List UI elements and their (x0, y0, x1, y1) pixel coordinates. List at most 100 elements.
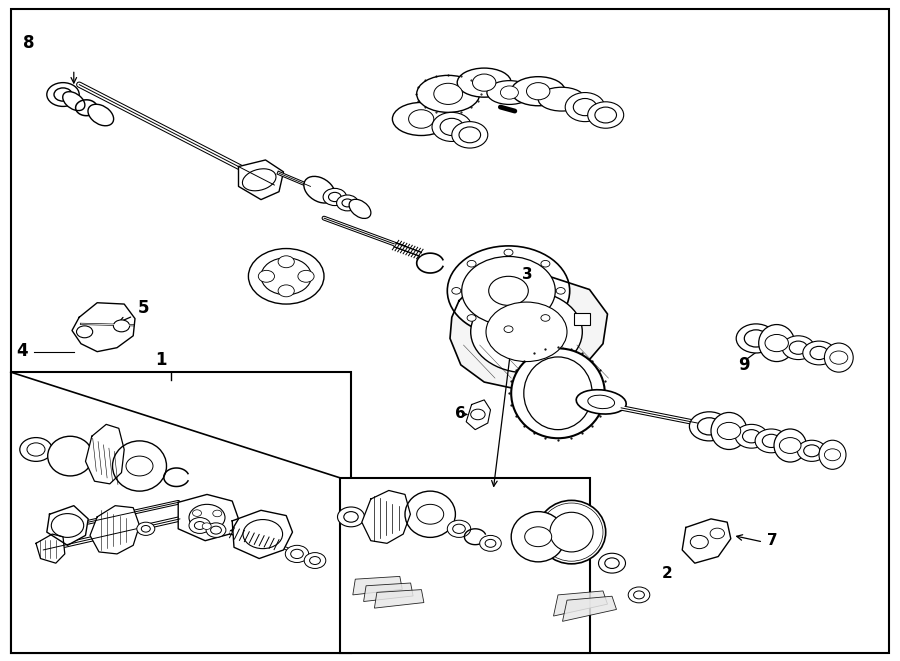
Circle shape (54, 88, 72, 101)
Circle shape (698, 418, 721, 435)
Ellipse shape (545, 509, 598, 555)
Circle shape (434, 83, 463, 104)
Circle shape (189, 518, 211, 533)
Circle shape (278, 256, 294, 268)
Polygon shape (682, 519, 731, 563)
Circle shape (417, 504, 444, 524)
Circle shape (462, 256, 555, 325)
Circle shape (765, 334, 788, 352)
Ellipse shape (304, 176, 335, 203)
Circle shape (447, 520, 471, 537)
Ellipse shape (63, 92, 85, 110)
Circle shape (598, 553, 625, 573)
Circle shape (824, 449, 841, 461)
Circle shape (51, 514, 84, 537)
Ellipse shape (487, 81, 532, 104)
Circle shape (588, 102, 624, 128)
Ellipse shape (405, 491, 455, 537)
Circle shape (278, 285, 294, 297)
Circle shape (285, 545, 309, 563)
Circle shape (212, 510, 221, 517)
Circle shape (736, 324, 776, 353)
Circle shape (432, 112, 472, 141)
Circle shape (541, 315, 550, 321)
Ellipse shape (392, 102, 450, 136)
Ellipse shape (524, 357, 592, 430)
Circle shape (298, 270, 314, 282)
Polygon shape (362, 490, 410, 543)
Circle shape (261, 258, 311, 295)
Circle shape (565, 93, 605, 122)
Circle shape (126, 456, 153, 476)
Ellipse shape (538, 87, 585, 111)
Circle shape (459, 127, 481, 143)
Ellipse shape (588, 395, 615, 408)
Ellipse shape (824, 343, 853, 372)
Circle shape (137, 522, 155, 535)
Ellipse shape (774, 429, 806, 462)
Circle shape (338, 507, 364, 527)
Polygon shape (232, 510, 292, 559)
Ellipse shape (417, 75, 480, 112)
Circle shape (342, 199, 353, 207)
Circle shape (291, 549, 303, 559)
Circle shape (504, 326, 513, 332)
Polygon shape (450, 272, 608, 389)
Circle shape (323, 188, 346, 206)
Circle shape (76, 326, 93, 338)
Circle shape (782, 336, 814, 360)
Polygon shape (562, 596, 616, 621)
Circle shape (471, 291, 582, 373)
Text: 2: 2 (662, 566, 672, 582)
Circle shape (690, 535, 708, 549)
Circle shape (710, 528, 724, 539)
Circle shape (762, 434, 780, 447)
Polygon shape (238, 160, 284, 200)
Circle shape (328, 192, 341, 202)
Circle shape (243, 520, 283, 549)
Circle shape (689, 412, 729, 441)
Circle shape (830, 351, 848, 364)
Circle shape (742, 430, 760, 443)
Polygon shape (47, 506, 88, 545)
Ellipse shape (711, 412, 747, 449)
Polygon shape (364, 583, 413, 602)
Polygon shape (353, 576, 402, 595)
Circle shape (453, 524, 465, 533)
Circle shape (526, 83, 550, 100)
Circle shape (141, 525, 150, 532)
Ellipse shape (550, 512, 593, 552)
Circle shape (447, 246, 570, 336)
Text: 9: 9 (738, 356, 750, 374)
Circle shape (556, 288, 565, 294)
Ellipse shape (511, 348, 605, 438)
Circle shape (541, 260, 550, 267)
Ellipse shape (112, 441, 166, 491)
Ellipse shape (511, 77, 565, 106)
Circle shape (248, 249, 324, 304)
Ellipse shape (88, 104, 113, 126)
Bar (340, 478, 590, 653)
Circle shape (486, 302, 567, 362)
Circle shape (472, 74, 496, 91)
Circle shape (211, 526, 221, 534)
Polygon shape (374, 590, 424, 608)
Circle shape (810, 346, 828, 360)
Circle shape (480, 535, 501, 551)
Circle shape (467, 315, 476, 321)
Circle shape (779, 438, 801, 453)
Circle shape (27, 443, 45, 456)
Text: 6: 6 (454, 406, 465, 421)
Circle shape (452, 288, 461, 294)
Circle shape (206, 523, 226, 537)
Circle shape (789, 341, 807, 354)
Circle shape (504, 249, 513, 256)
Circle shape (47, 83, 79, 106)
Ellipse shape (547, 511, 596, 553)
FancyBboxPatch shape (574, 313, 590, 325)
Circle shape (409, 110, 434, 128)
Circle shape (193, 510, 202, 516)
Ellipse shape (349, 200, 371, 218)
Ellipse shape (542, 505, 601, 559)
Circle shape (304, 553, 326, 568)
